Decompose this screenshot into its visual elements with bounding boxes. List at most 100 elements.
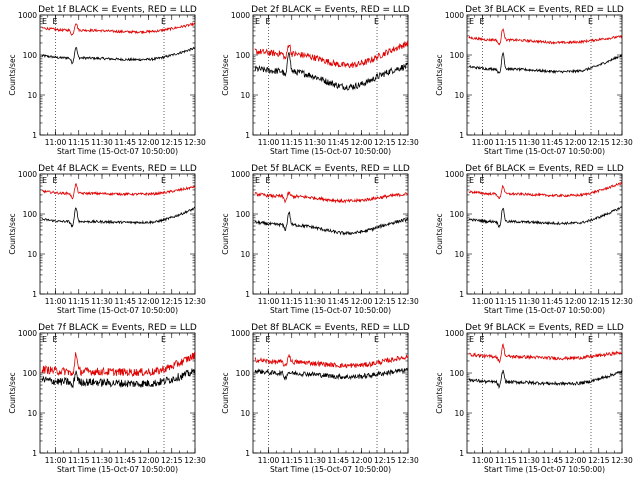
y-tick-label: 100 [450,51,465,60]
plot-frame [39,14,196,136]
y-tick-label: 100 [236,369,251,378]
y-tick-label: 1000 [445,170,464,179]
x-tick-label: 12:00 [351,138,373,147]
x-tick-label: 12:15 [161,297,183,306]
lld-series-line [254,354,409,369]
event-marker-label: E [588,17,593,26]
plot-frame [39,332,196,454]
x-tick-label: 11:00 [45,456,67,465]
panel-det-2f: Det 2f BLACK = Events, RED = LLD 1 10 100 10… [221,5,419,156]
event-marker-label: E [266,176,271,185]
y-tick-label: 1000 [231,170,250,179]
x-tick-label: 12:30 [397,456,419,465]
x-tick-label: 11:45 [114,297,136,306]
event-marker-label: E [266,17,271,26]
x-tick-label: 11:45 [114,456,136,465]
y-axis-label: Counts/sec [8,54,17,95]
y-tick-label: 100 [23,210,38,219]
event-marker-label: E [480,176,485,185]
y-tick-label: 10 [27,91,37,100]
panel-title: Det 4f BLACK = Events, RED = LLD [38,164,197,174]
panel-title: Det 1f BLACK = Events, RED = LLD [38,5,197,15]
corner-flag: E [42,17,47,26]
panel-title: Det 7f BLACK = Events, RED = LLD [38,323,197,333]
y-axis-label: Counts/sec [221,213,230,254]
x-tick-label: 11:30 [91,297,113,306]
x-tick-label: 11:45 [541,456,563,465]
x-tick-label: 12:00 [565,456,587,465]
x-tick-label: 11:00 [45,297,67,306]
x-tick-label: 11:45 [327,297,349,306]
lld-series-line [41,183,196,200]
y-axis-label: Counts/sec [435,372,444,413]
x-tick-label: 11:45 [327,456,349,465]
y-tick-label: 10 [454,250,464,259]
x-axis-label: Start Time (15-Oct-07 10:50:00) [484,147,605,156]
lld-series-line [468,343,623,364]
events-series-line [468,369,623,390]
x-tick-label: 11:45 [114,138,136,147]
panel-det-3f: Det 3f BLACK = Events, RED = LLD 1 10 100 10… [435,5,633,156]
x-tick-label: 12:30 [611,138,633,147]
x-tick-label: 12:30 [611,297,633,306]
x-tick-label: 11:15 [495,456,517,465]
y-axis-label: Counts/sec [221,372,230,413]
x-tick-label: 11:15 [495,297,517,306]
y-axis-label: Counts/sec [435,54,444,95]
y-tick-label: 10 [454,91,464,100]
x-tick-label: 11:15 [281,456,303,465]
x-tick-label: 11:15 [281,138,303,147]
panel-det-4f: Det 4f BLACK = Events, RED = LLD 1 10 100 10… [8,164,206,315]
x-axis-label: Start Time (15-Oct-07 10:50:00) [270,147,391,156]
y-tick-label: 100 [236,210,251,219]
x-tick-label: 11:00 [45,138,67,147]
x-tick-label: 12:00 [351,456,373,465]
x-tick-label: 12:30 [184,138,206,147]
event-marker-label: E [53,17,58,26]
x-tick-label: 12:15 [588,297,610,306]
y-tick-label: 1 [245,131,250,140]
y-tick-label: 1000 [18,329,37,338]
x-tick-label: 12:00 [351,297,373,306]
x-tick-label: 11:30 [518,138,540,147]
x-tick-label: 12:15 [588,456,610,465]
x-tick-label: 11:00 [472,297,494,306]
y-tick-label: 100 [23,369,38,378]
panel-title: Det 9f BLACK = Events, RED = LLD [465,323,624,333]
y-tick-label: 10 [27,250,37,259]
y-tick-label: 10 [240,91,250,100]
panel-title: Det 8f BLACK = Events, RED = LLD [251,323,410,333]
lld-series-line [41,351,196,378]
y-tick-label: 1 [459,449,464,458]
event-marker-label: E [53,335,58,344]
y-tick-label: 100 [236,51,251,60]
x-tick-label: 11:30 [518,456,540,465]
event-marker-label: E [588,176,593,185]
x-tick-label: 11:30 [304,138,326,147]
x-tick-label: 11:00 [472,138,494,147]
y-tick-label: 1000 [445,11,464,20]
x-tick-label: 12:15 [161,138,183,147]
y-tick-label: 1 [245,449,250,458]
x-tick-label: 12:30 [397,138,419,147]
event-marker-label: E [374,335,379,344]
corner-flag: E [469,176,474,185]
x-tick-label: 12:15 [374,297,396,306]
event-marker-label: E [161,335,166,344]
x-tick-label: 12:15 [588,138,610,147]
plot-frame [466,332,623,454]
x-tick-label: 11:00 [472,456,494,465]
panel-title: Det 6f BLACK = Events, RED = LLD [465,164,624,174]
event-marker-label: E [161,176,166,185]
plot-frame [39,173,196,295]
corner-flag: E [255,335,260,344]
x-tick-label: 12:30 [611,456,633,465]
y-tick-label: 1 [459,290,464,299]
lld-series-line [41,21,196,36]
plot-frame [252,14,409,136]
lld-series-line [468,28,623,46]
y-tick-label: 1000 [18,11,37,20]
y-tick-label: 1 [245,290,250,299]
x-tick-label: 11:15 [495,138,517,147]
